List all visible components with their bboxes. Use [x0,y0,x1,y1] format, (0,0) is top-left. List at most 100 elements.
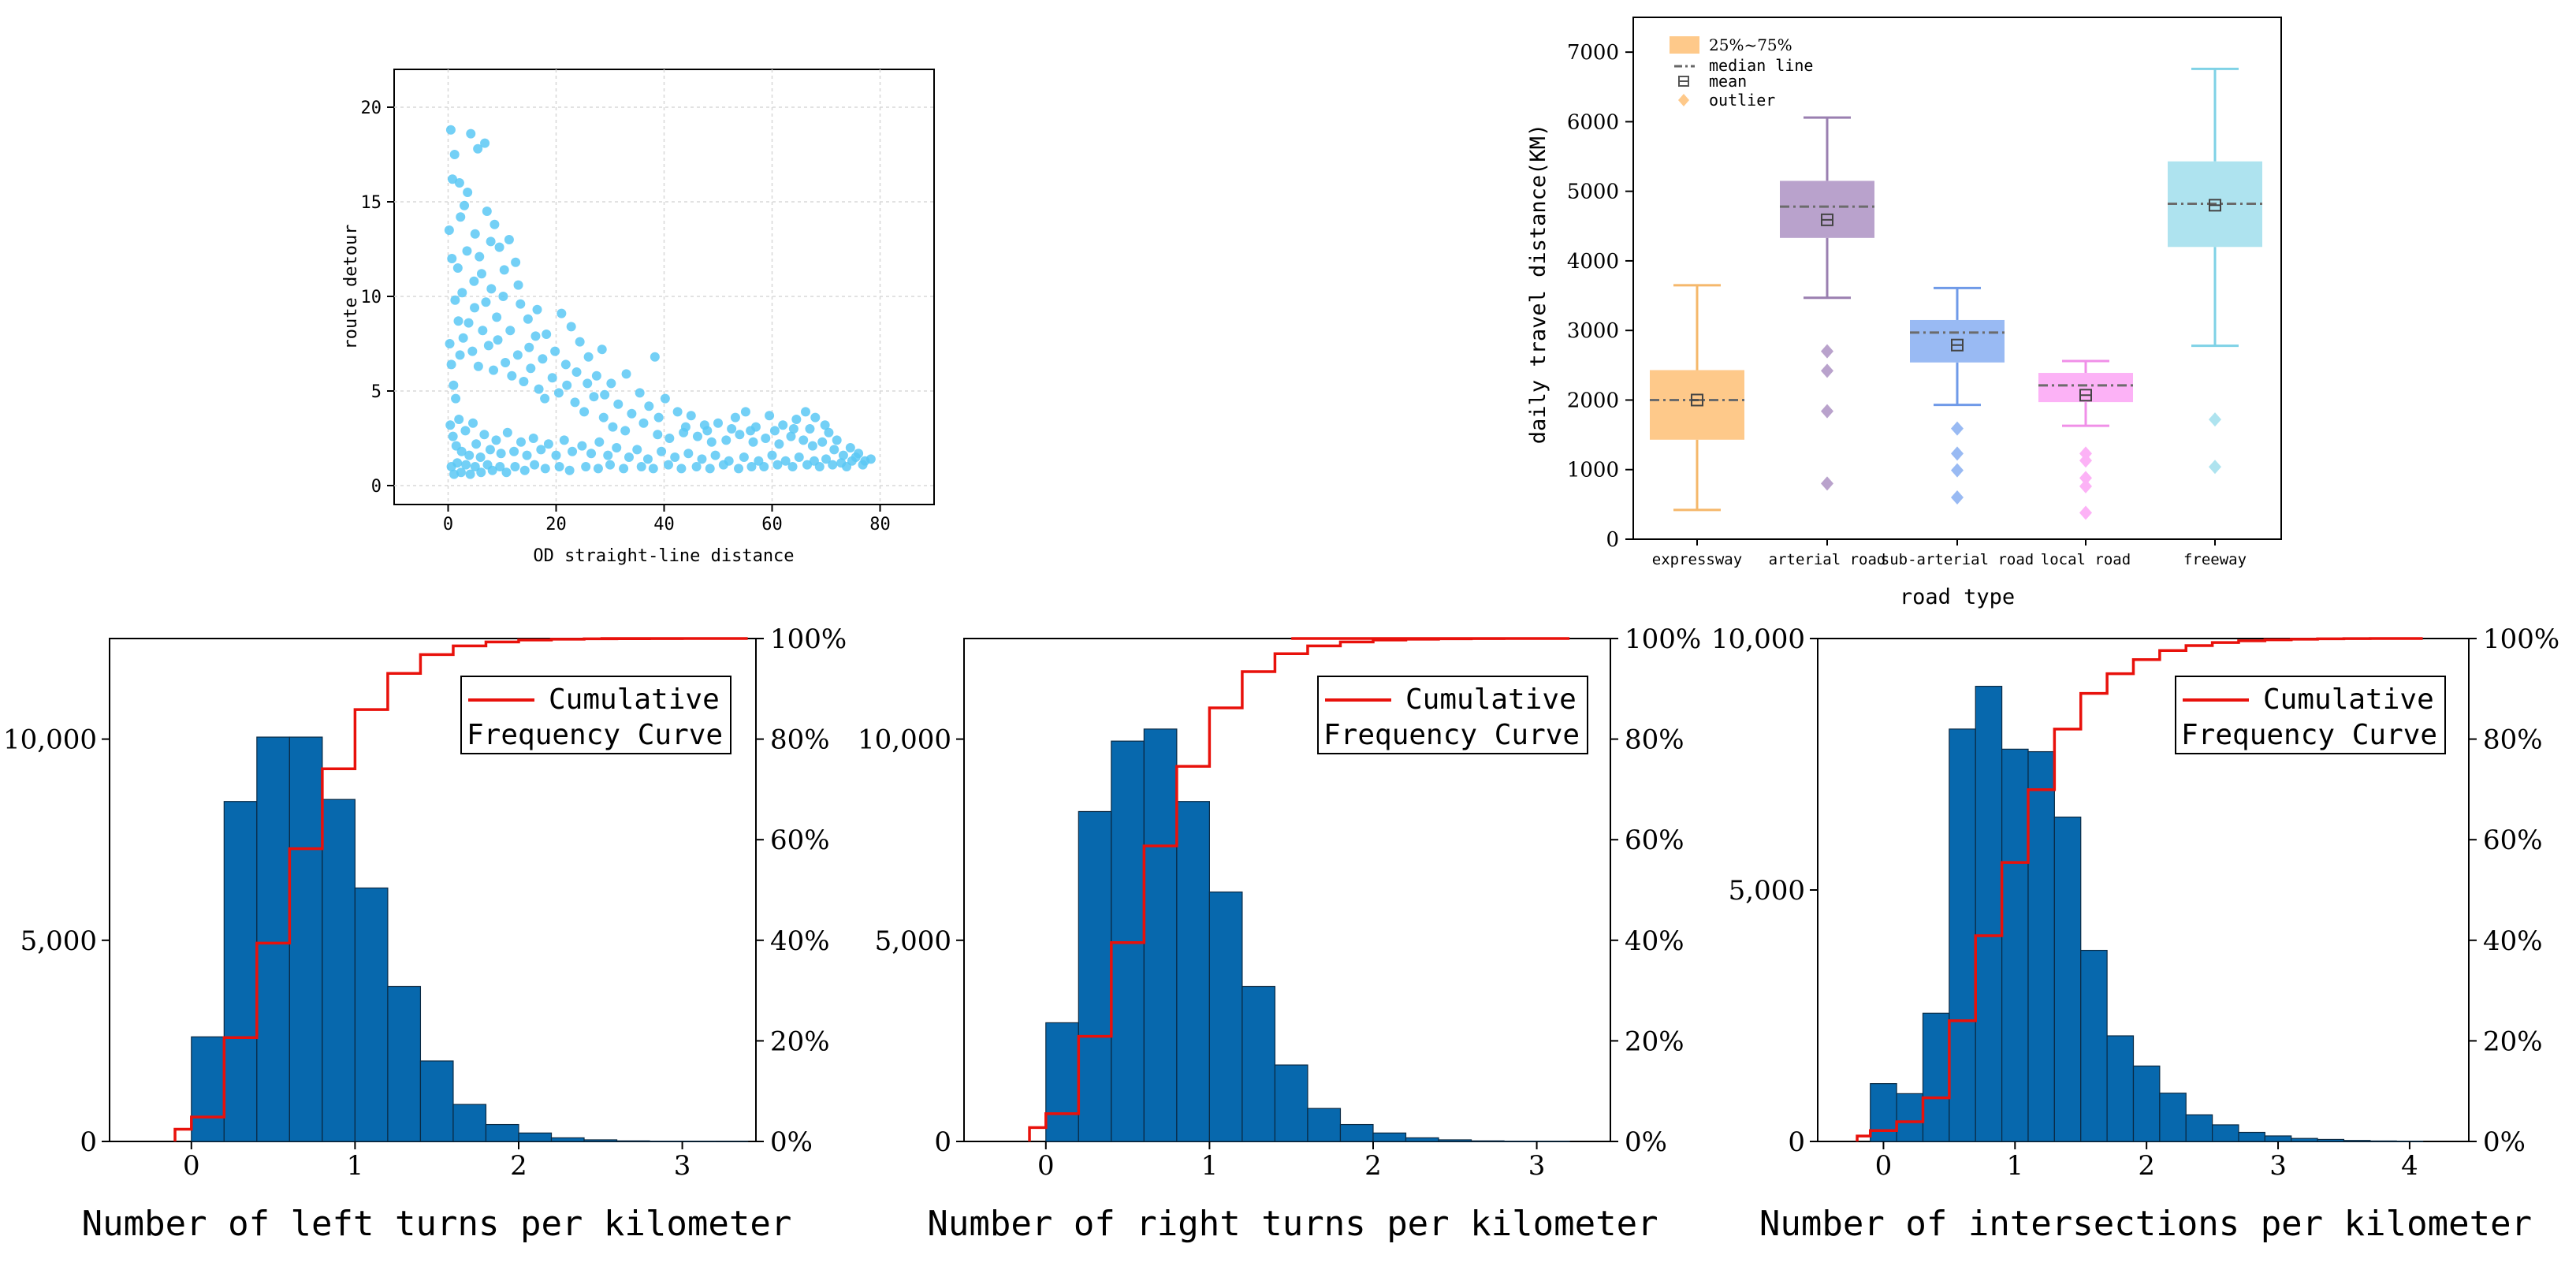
legend-iqr-swatch [1670,36,1699,54]
scatter-point [464,450,475,460]
scatter-point [746,426,756,436]
scatter-point [454,178,464,188]
histogram-bar [518,1132,553,1142]
scatter-point [499,265,509,275]
hist-y2-tick-label: 20% [2483,1026,2543,1057]
hist-intersections-bars [1870,686,2424,1142]
boxplot-y-tick-label: 1000 [1567,459,1619,482]
scatter-point [706,437,717,447]
scatter-point [494,242,504,252]
hist-right-ticks: 0 1 2 3 0 5,000 10,000 0% 20% 40% 60% 80% 100% [858,624,1701,1182]
scatter-point [512,350,523,360]
scatter-point [632,445,642,455]
histogram-bar [2106,1035,2135,1142]
cumulative-frequency-curve [1028,637,1570,1141]
scatter-point [553,388,564,398]
scatter-point [456,467,466,478]
histogram-left-turns: 0 1 2 3 0 5,000 10,000 0% 20% 40% 60% 80% 100% Cumul… [3,624,847,1244]
scatter-point [814,462,825,471]
scatter-point [522,450,532,460]
scatter-point [670,452,680,462]
box-outlier [2079,453,2092,468]
histogram-bar [2291,1138,2318,1142]
histogram-bar [1949,728,1976,1142]
histogram-bar [583,1139,618,1142]
scatter-point [650,352,660,362]
scatter-point [530,460,540,470]
hist-y2-tick-label: 80% [1625,724,1684,756]
hist-x-tick-label: 0 [1875,1150,1893,1182]
hist-x-tick-label: 4 [2401,1150,2418,1182]
box-outlier [2079,478,2092,493]
scatter-point [598,412,609,423]
scatter-point [523,314,533,324]
hist-y-tick-label: 5,000 [1729,875,1805,907]
scatter-point [772,460,783,470]
histogram-bar [419,1060,454,1142]
boxplot-y-tick-label: 3000 [1567,319,1619,343]
scatter-point [739,452,749,462]
boxplot-x-axis-title: road type [1900,585,2015,609]
hist-intersections-legend-label-1: Cumulative [2263,683,2434,716]
hist-x-tick-label: 3 [1528,1150,1546,1182]
scatter-point [476,269,486,279]
histogram-bar [2212,1124,2239,1142]
scatter-point [485,445,495,455]
hist-x-tick-label: 3 [674,1150,691,1182]
scatter-point [636,462,646,471]
scatter-point [447,254,457,263]
scatter-point [480,138,490,148]
hist-x-tick-label: 1 [2006,1150,2023,1182]
scatter-point [774,439,784,449]
hist-x-tick-label: 0 [183,1150,200,1182]
hist-right-bars [1045,728,1570,1142]
scatter-point [791,415,802,424]
scatter-point [660,393,670,404]
scatter-point [653,412,664,423]
box-outlier [1951,490,1964,505]
scatter-point [591,370,601,381]
hist-right-x-axis-title: Number of right turns per kilometer [927,1204,1658,1244]
scatter-point [475,452,486,462]
scatter-point [509,446,519,456]
scatter-point [513,280,523,290]
scatter-point [740,407,750,417]
hist-x-tick-label: 1 [347,1150,364,1182]
histogram-bar [354,887,389,1142]
scatter-point [759,462,769,471]
histogram-bar [2238,1131,2265,1142]
scatter-point [473,361,483,371]
scatter-point [727,424,737,434]
scatter-point [478,326,488,336]
scatter-point [468,418,478,428]
boxplot-y-tick-label: 0 [1606,528,1619,552]
box-outlier [1951,446,1964,461]
hist-x-tick-label: 2 [1364,1150,1382,1182]
hist-y2-tick-label: 0% [770,1126,813,1158]
boxplot-chart: 0 1000 2000 3000 4000 5000 6000 7000 expressway a… [1526,17,2282,609]
scatter-point [697,454,707,464]
hist-right-legend-label-2: Frequency Curve [1323,719,1580,751]
scatter-point [454,415,464,424]
hist-intersections-x-axis-title: Number of intersections per kilometer [1759,1204,2532,1244]
scatter-point [680,422,691,432]
scatter-point [603,450,613,460]
scatter-point [502,427,512,438]
box-expressway [1650,284,1744,512]
scatter-point [593,464,603,474]
scatter-point [788,424,798,434]
histogram-bar [322,799,356,1142]
scatter-y-tick-label: 10 [361,288,382,307]
histogram-bar [550,1137,585,1142]
scatter-point [481,297,491,307]
scatter-point [447,174,457,184]
scatter-point [710,450,720,460]
scatter-point [536,445,546,455]
scatter-point [586,449,597,459]
boxplot-y-tick-label: 7000 [1567,41,1619,65]
scatter-point [496,449,506,459]
box-freeway [2168,67,2262,475]
scatter-point [448,431,458,441]
scatter-point [516,299,526,309]
histogram-bar [2159,1093,2187,1142]
